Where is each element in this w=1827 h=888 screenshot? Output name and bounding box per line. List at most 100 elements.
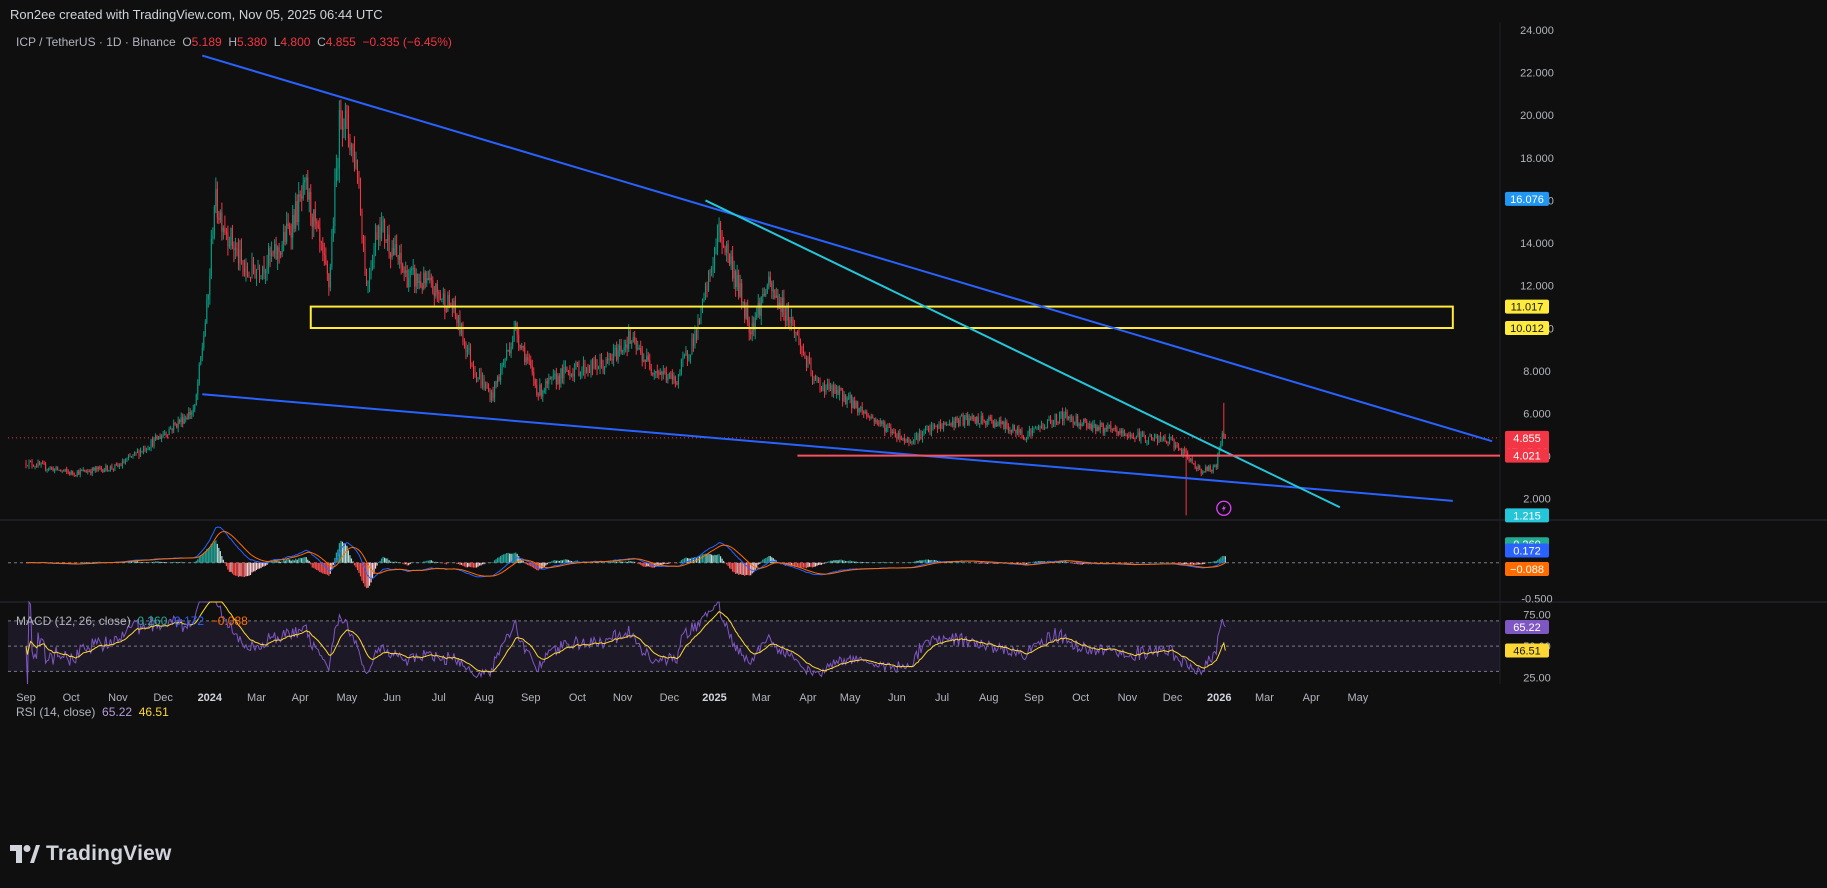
candle-body <box>329 266 331 288</box>
candle-body <box>1040 424 1043 429</box>
candle-body <box>854 400 856 409</box>
candle-body <box>105 465 107 471</box>
candle-body <box>149 447 151 449</box>
candle-body <box>756 314 758 318</box>
candle-body <box>703 296 705 299</box>
rsi-legend[interactable]: RSI (14, close) 65.22 46.51 <box>16 705 169 719</box>
candle-body <box>466 350 468 353</box>
candle-body <box>252 259 255 271</box>
candle-body <box>1104 428 1106 433</box>
candle-body <box>1015 429 1017 434</box>
candle-body <box>824 384 826 392</box>
time-tick-label: Mar <box>247 692 266 704</box>
alert-flash-icon <box>1216 500 1232 516</box>
candle-body <box>766 285 768 294</box>
candle-body <box>935 426 937 428</box>
candle-body <box>588 370 591 373</box>
candle-body <box>448 294 450 305</box>
candle-body <box>867 415 869 417</box>
candle-body <box>711 269 713 273</box>
candle-body <box>906 439 908 442</box>
candle-body <box>771 282 773 291</box>
candle-body <box>444 293 446 311</box>
candle-body <box>607 358 609 360</box>
candle-body <box>727 243 729 254</box>
candle-body <box>887 426 889 429</box>
candle-body <box>634 337 636 340</box>
rsi-title[interactable]: RSI (14, close) <box>16 705 96 719</box>
candle-body <box>664 371 666 373</box>
price-label-badge <box>1505 508 1549 523</box>
candle-body <box>182 417 184 424</box>
symbol-title[interactable]: ICP / TetherUS · 1D · Binance <box>16 35 176 49</box>
candle-body <box>704 286 707 297</box>
candle-body <box>171 428 173 431</box>
candle-body <box>176 423 178 428</box>
candle-body <box>831 385 833 394</box>
candle-body <box>459 315 461 335</box>
candle-body <box>573 369 575 377</box>
candle-body <box>792 317 794 327</box>
candle-body <box>271 252 273 257</box>
candle-body <box>539 384 541 395</box>
candle-body <box>822 384 824 391</box>
macd-legend[interactable]: MACD (12, 26, close) 0.260 0.172 −0.088 <box>16 614 248 628</box>
candle-body <box>994 422 996 427</box>
candle-body <box>66 469 68 472</box>
candle-body <box>132 454 134 457</box>
candle-body <box>1140 433 1142 441</box>
price-axis: 24.00022.00020.00018.00016.00014.00012.0… <box>1520 25 1554 685</box>
candle-body <box>90 471 92 474</box>
candle-body <box>1129 434 1131 436</box>
candle-body <box>1099 423 1101 430</box>
candle-body <box>495 381 497 384</box>
candle-body <box>726 243 728 253</box>
candle-body <box>239 249 241 264</box>
candle-body <box>268 248 270 266</box>
candle-body <box>643 359 645 362</box>
symbol-legend[interactable]: ICP / TetherUS · 1D · Binance O5.189 H5.… <box>16 35 452 49</box>
candle-body <box>983 420 985 422</box>
candle-body <box>1018 428 1020 433</box>
candle-body <box>298 194 300 223</box>
candle-body <box>75 474 77 476</box>
candle-body <box>661 371 663 375</box>
flash-bolt-icon <box>1221 504 1226 513</box>
candle-body <box>888 426 890 428</box>
macd-title[interactable]: MACD (12, 26, close) <box>16 614 131 628</box>
candle-body <box>390 253 392 258</box>
rsi-pane: 65.22 46.51 <box>8 600 1549 685</box>
candle-body <box>147 448 149 450</box>
candle-body <box>1194 463 1196 469</box>
candle-body <box>266 265 268 272</box>
candle-body <box>200 356 202 365</box>
candle-body <box>697 319 699 340</box>
candle-body <box>950 423 952 425</box>
candle-body <box>94 467 96 471</box>
candle-body <box>762 293 764 297</box>
candle-body <box>601 359 603 365</box>
brand-footer[interactable]: TradingView <box>10 842 172 866</box>
candle-body <box>566 366 568 372</box>
candle-body <box>40 463 42 465</box>
candle-body <box>501 365 503 370</box>
candle-body <box>744 301 746 319</box>
candle-body <box>828 383 830 389</box>
candle-body <box>1223 433 1225 437</box>
candle-body <box>355 159 357 168</box>
candle-body <box>620 345 622 353</box>
candle-body <box>118 465 120 467</box>
candle-body <box>899 432 901 439</box>
candle-body <box>1051 423 1053 425</box>
candle-body <box>646 355 648 362</box>
candle-body <box>956 417 958 421</box>
candle-body <box>578 365 580 377</box>
time-tick-label: Apr <box>1303 692 1320 704</box>
candle-body <box>33 465 35 467</box>
candle-body <box>281 245 283 255</box>
candle-body <box>1217 453 1219 468</box>
candle-body <box>1084 418 1086 421</box>
candle-body <box>1072 417 1074 424</box>
